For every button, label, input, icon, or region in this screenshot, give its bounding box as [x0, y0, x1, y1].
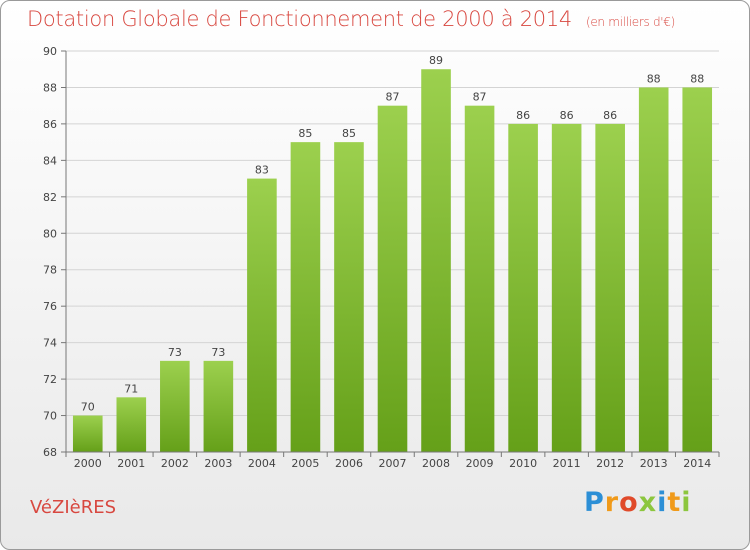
data-label: 86 [603, 109, 617, 122]
bar [595, 123, 625, 452]
data-label: 85 [298, 127, 312, 140]
y-tick-label: 88 [43, 81, 57, 94]
data-label: 87 [473, 91, 487, 104]
bar [290, 142, 321, 453]
bar [508, 123, 538, 452]
y-tick-label: 90 [43, 45, 57, 58]
bar [377, 105, 408, 452]
y-tick-label: 86 [43, 118, 57, 131]
bar [247, 178, 277, 452]
data-label: 71 [124, 382, 138, 395]
x-tick-label: 2011 [553, 457, 581, 470]
logo-letter: t [667, 487, 682, 518]
data-label: 83 [255, 164, 269, 177]
chart-title: Dotation Globale de Fonctionnement de 20… [27, 7, 675, 31]
y-tick-label: 74 [43, 337, 57, 350]
bar [72, 415, 103, 452]
bar [160, 360, 190, 452]
data-label: 70 [81, 401, 95, 414]
x-tick-label: 2007 [379, 457, 407, 470]
logo-letter: P [584, 487, 605, 518]
data-label: 88 [647, 72, 661, 85]
y-tick-label: 80 [43, 227, 57, 240]
bar [203, 360, 234, 452]
y-axis: 68 70 72 74 76 78 80 82 84 86 88 90 [43, 45, 67, 459]
logo-letter: i [657, 487, 668, 518]
x-tick-label: 2006 [335, 457, 363, 470]
logo-letter: r [604, 487, 620, 518]
bar [116, 397, 147, 452]
proxiti-logo[interactable]: Proxiti [584, 487, 692, 518]
bar [551, 123, 582, 452]
data-label: 86 [560, 109, 574, 122]
logo-letter: i [681, 487, 692, 518]
x-tick-label: 2014 [683, 457, 711, 470]
data-label: 73 [168, 346, 182, 359]
y-tick-label: 82 [43, 191, 57, 204]
x-tick-label: 2000 [74, 457, 102, 470]
x-tick-label: 2001 [117, 457, 145, 470]
data-label: 87 [386, 91, 400, 104]
bar [334, 142, 364, 453]
y-tick-label: 70 [43, 410, 57, 423]
logo-letter: x [638, 487, 658, 518]
commune-name: VéZIèRES [30, 497, 117, 518]
x-tick-label: 2010 [509, 457, 537, 470]
x-tick-label: 2009 [466, 457, 494, 470]
x-tick-label: 2002 [161, 457, 189, 470]
data-label: 89 [429, 54, 443, 67]
data-label: 73 [211, 346, 225, 359]
y-tick-label: 76 [43, 300, 57, 313]
data-label: 86 [516, 109, 530, 122]
bar [421, 69, 451, 453]
y-tick-label: 78 [43, 264, 57, 277]
x-axis: 2000 2001 2002 2003 2004 2005 2006 2007 2008 2009… [65, 451, 720, 470]
x-tick-label: 2008 [422, 457, 450, 470]
bar [638, 87, 669, 453]
chart-title-text: Dotation Globale de Fonctionnement de 20… [27, 7, 572, 31]
x-tick-label: 2004 [248, 457, 276, 470]
bar [682, 87, 713, 453]
y-tick-label: 68 [43, 446, 57, 459]
x-tick-label: 2013 [640, 457, 668, 470]
data-label: 85 [342, 127, 356, 140]
y-tick-label: 84 [43, 154, 57, 167]
y-tick-label: 72 [43, 373, 57, 386]
x-tick-label: 2012 [596, 457, 624, 470]
logo-letter: o [619, 487, 639, 518]
x-tick-label: 2003 [204, 457, 232, 470]
bars: 70 71 73 73 83 85 85 87 89 87 86 86 86 88 88 [72, 54, 713, 453]
data-label: 88 [690, 72, 704, 85]
x-tick-label: 2005 [291, 457, 319, 470]
bar [464, 105, 495, 452]
chart-subtitle: (en milliers d'€) [585, 15, 675, 29]
